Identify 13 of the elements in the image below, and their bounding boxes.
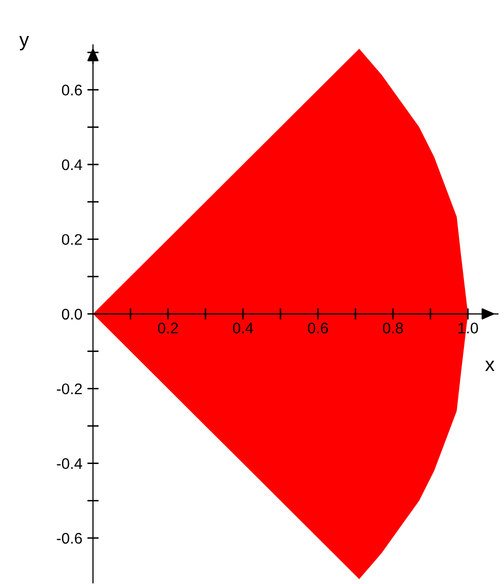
y-tick-label: 0.0 xyxy=(62,308,82,320)
y-tick-label: -0.2 xyxy=(56,383,82,394)
y-axis-title: y xyxy=(19,36,29,50)
x-tick-label: 0.8 xyxy=(382,322,403,334)
y-tick-label: 0.6 xyxy=(62,84,82,96)
x-tick-label: 0.4 xyxy=(232,322,254,334)
y-tick-label: -0.4 xyxy=(56,458,82,469)
x-tick-label: 0.2 xyxy=(158,322,178,334)
y-tick-label: -0.6 xyxy=(56,532,82,544)
y-tick-label: 0.4 xyxy=(62,159,82,170)
y-tick-label: 0.2 xyxy=(62,234,82,245)
x-axis-title: x xyxy=(485,360,495,372)
x-tick-label: 0.6 xyxy=(308,322,328,334)
